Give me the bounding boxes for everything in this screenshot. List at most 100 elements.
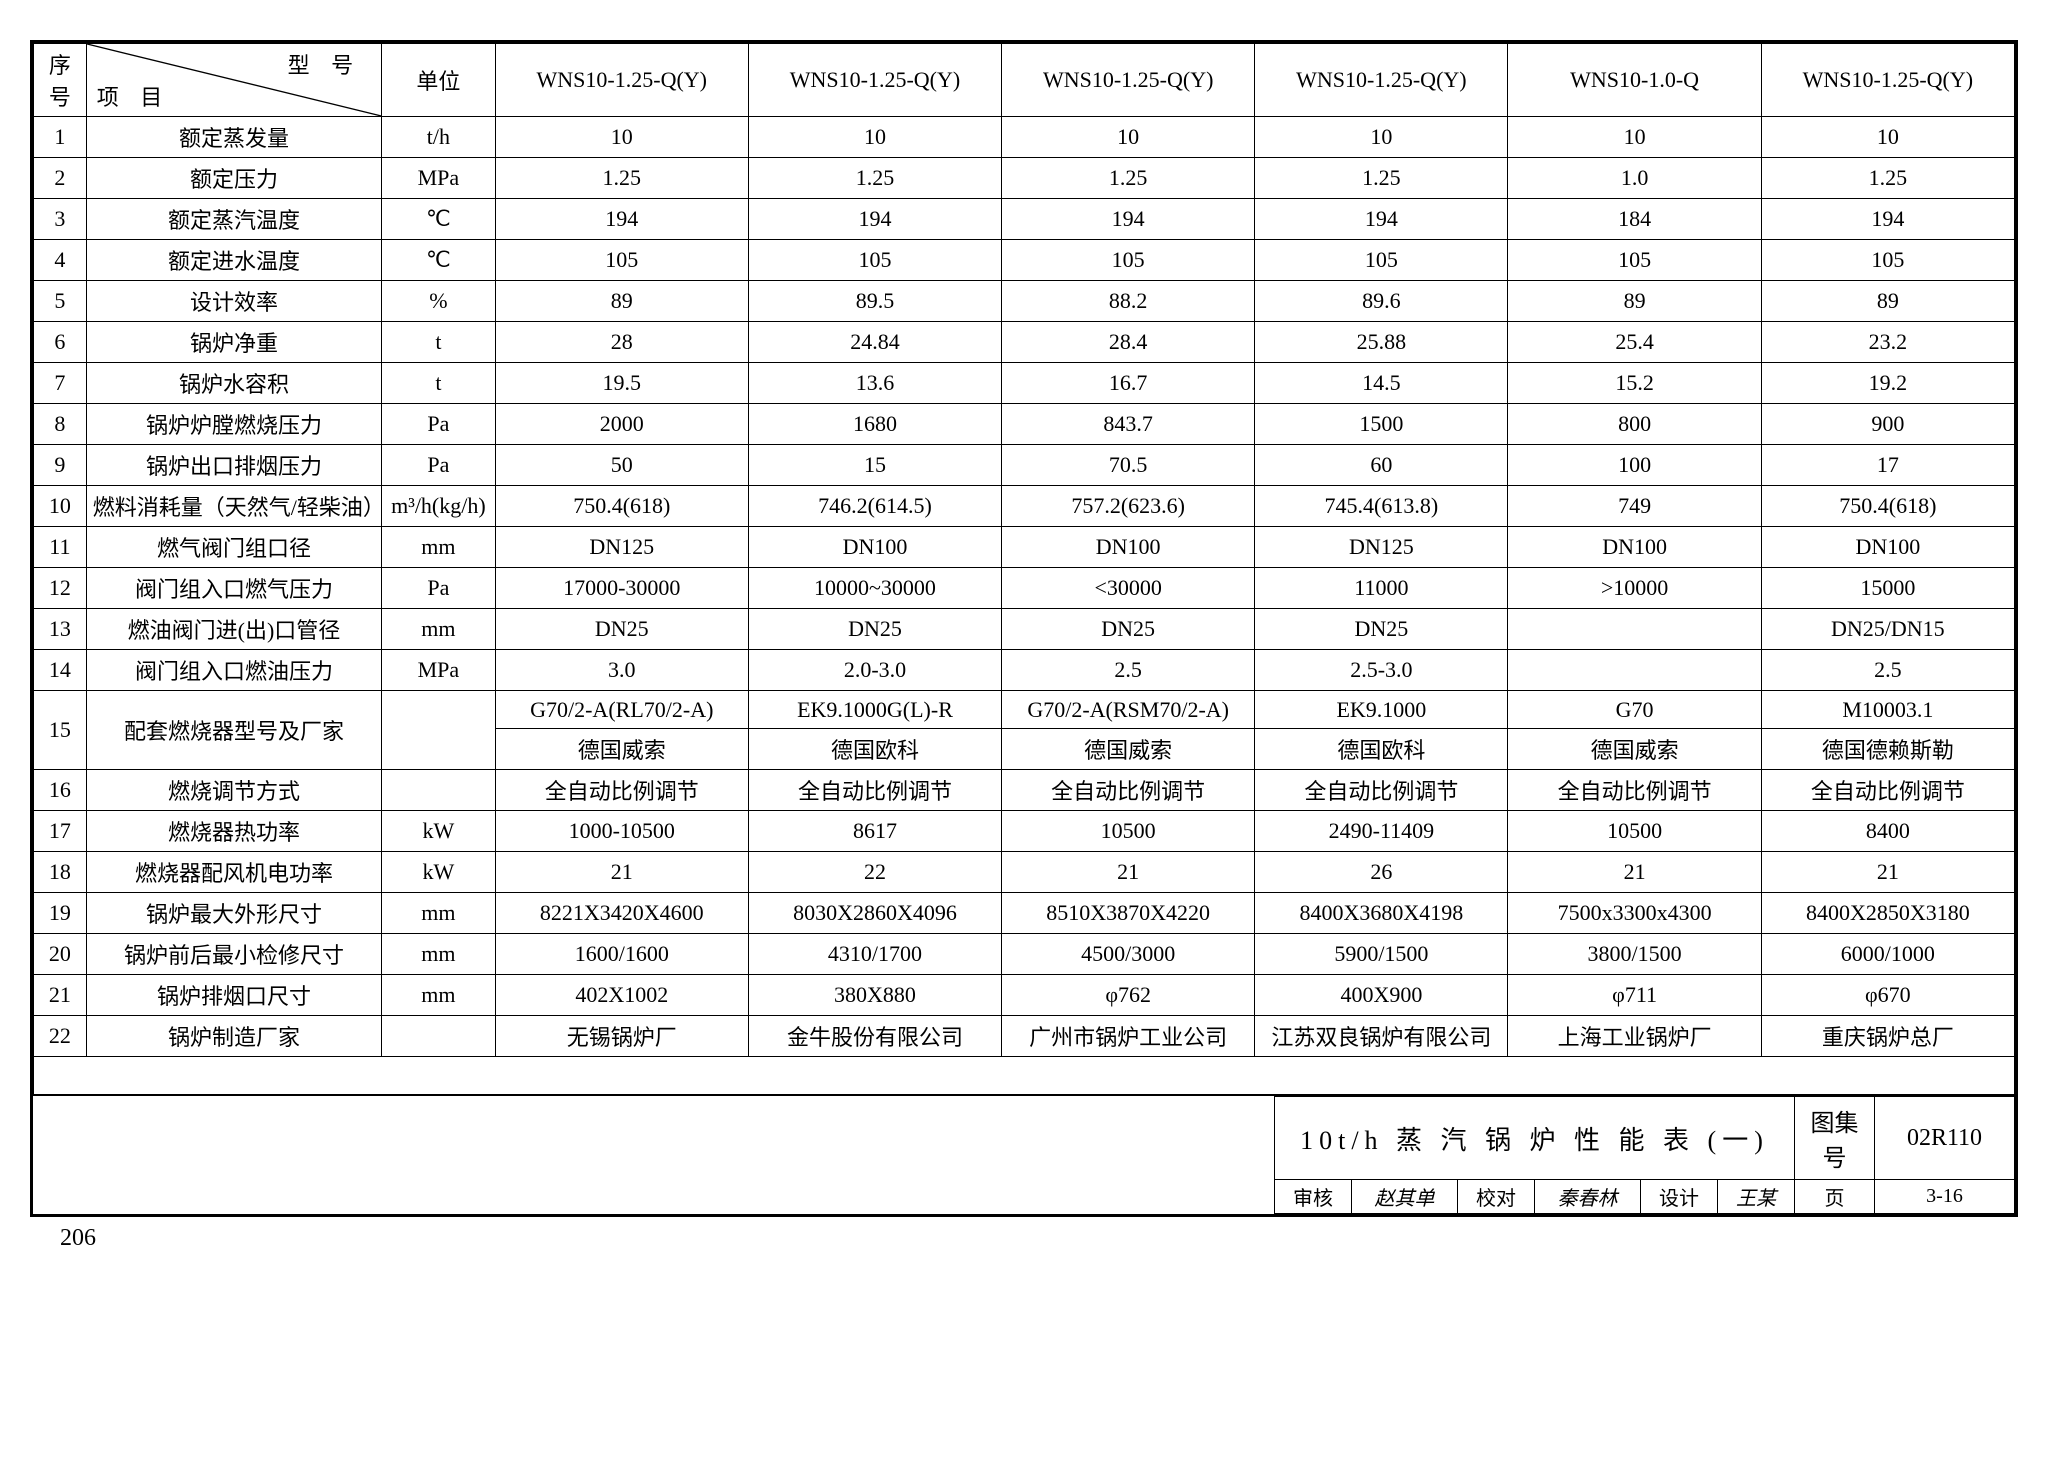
row-val-2: 16.7: [1002, 363, 1255, 404]
row-val-3: 2490-11409: [1255, 811, 1508, 852]
row-unit: kW: [382, 852, 496, 893]
row-val-5: DN100: [1761, 527, 2014, 568]
row-val-1: 全自动比例调节: [748, 770, 1001, 811]
table-row: 9锅炉出口排烟压力Pa501570.56010017: [34, 445, 2015, 486]
row-val-1: 89.5: [748, 281, 1001, 322]
row-val-3: 745.4(613.8): [1255, 486, 1508, 527]
row-val-1: 2.0-3.0: [748, 650, 1001, 691]
row-seq: 4: [34, 240, 87, 281]
row-val-3: 60: [1255, 445, 1508, 486]
table-row: 13燃油阀门进(出)口管径mmDN25DN25DN25DN25DN25/DN15: [34, 609, 2015, 650]
row-val-2: 88.2: [1002, 281, 1255, 322]
header-seq: 序号: [34, 44, 87, 117]
row-item: 阀门组入口燃气压力: [86, 568, 381, 609]
row-seq: 5: [34, 281, 87, 322]
header-diag: 型 号 项 目: [86, 44, 381, 117]
page-label: 页: [1795, 1180, 1875, 1214]
table-row: 20锅炉前后最小检修尺寸mm1600/16004310/17004500/300…: [34, 934, 2015, 975]
row-seq: 6: [34, 322, 87, 363]
table-row: 5设计效率%8989.588.289.68989: [34, 281, 2015, 322]
row-item: 额定蒸发量: [86, 117, 381, 158]
row-val-0: DN125: [495, 527, 748, 568]
row-seq: 8: [34, 404, 87, 445]
row-val-1: 24.84: [748, 322, 1001, 363]
page: 序号 型 号 项 目 单位 WNS10-1.25-Q(Y) WNS10-1.25…: [30, 40, 2018, 1252]
row-val-1: 德国欧科: [748, 729, 1001, 770]
row-val-5: 17: [1761, 445, 2014, 486]
row-item: 燃烧器配风机电功率: [86, 852, 381, 893]
title-block: 10t/h 蒸 汽 锅 炉 性 能 表 (一) 图集号 02R110 审核 赵其…: [30, 1095, 2018, 1217]
row-val-3: 1500: [1255, 404, 1508, 445]
row-val-4: 1.0: [1508, 158, 1761, 199]
row-unit: MPa: [382, 158, 496, 199]
header-model-5: WNS10-1.25-Q(Y): [1761, 44, 2014, 117]
row-val-5: 8400: [1761, 811, 2014, 852]
row-val-2: 8510X3870X4220: [1002, 893, 1255, 934]
spacer-cell: [34, 1057, 2015, 1095]
header-row: 序号 型 号 项 目 单位 WNS10-1.25-Q(Y) WNS10-1.25…: [34, 44, 2015, 117]
row-val-4: 89: [1508, 281, 1761, 322]
row-val-5: 6000/1000: [1761, 934, 2014, 975]
row-val-4: 21: [1508, 852, 1761, 893]
row-val-0: 10: [495, 117, 748, 158]
row-item: 燃气阀门组口径: [86, 527, 381, 568]
page-number: 206: [60, 1225, 2018, 1252]
row-item: 配套燃烧器型号及厂家: [86, 691, 381, 770]
header-model-3: WNS10-1.25-Q(Y): [1255, 44, 1508, 117]
row-val-1: 105: [748, 240, 1001, 281]
row-val-1: 15: [748, 445, 1001, 486]
row-item: 阀门组入口燃油压力: [86, 650, 381, 691]
table-row: 16燃烧调节方式全自动比例调节全自动比例调节全自动比例调节全自动比例调节全自动比…: [34, 770, 2015, 811]
row-val-0: 17000-30000: [495, 568, 748, 609]
table-row: 7锅炉水容积t19.513.616.714.515.219.2: [34, 363, 2015, 404]
row-val-2: 843.7: [1002, 404, 1255, 445]
header-model-0: WNS10-1.25-Q(Y): [495, 44, 748, 117]
row-seq: 12: [34, 568, 87, 609]
table-row: 10燃料消耗量（天然气/轻柴油）m³/h(kg/h)750.4(618)746.…: [34, 486, 2015, 527]
row-unit: Pa: [382, 445, 496, 486]
row-val-1: 10: [748, 117, 1001, 158]
row-val-1: 13.6: [748, 363, 1001, 404]
row-val-0: 8221X3420X4600: [495, 893, 748, 934]
row-val-3: 8400X3680X4198: [1255, 893, 1508, 934]
row-unit: kW: [382, 811, 496, 852]
row-val-4: 184: [1508, 199, 1761, 240]
setnum-label: 图集号: [1795, 1097, 1875, 1180]
table-row: 12阀门组入口燃气压力Pa17000-3000010000~30000<3000…: [34, 568, 2015, 609]
table-body: 1额定蒸发量t/h1010101010102额定压力MPa1.251.251.2…: [34, 117, 2015, 1095]
row-val-4: 7500x3300x4300: [1508, 893, 1761, 934]
design-label: 设计: [1641, 1180, 1718, 1214]
row-val-2: 757.2(623.6): [1002, 486, 1255, 527]
row-val-4: φ711: [1508, 975, 1761, 1016]
row-val-2: G70/2-A(RSM70/2-A): [1002, 691, 1255, 729]
row-val-1: 8030X2860X4096: [748, 893, 1001, 934]
row-val-4: G70: [1508, 691, 1761, 729]
row-val-5: 750.4(618): [1761, 486, 2014, 527]
setnum-value: 02R110: [1875, 1097, 2015, 1180]
row-seq: 22: [34, 1016, 87, 1057]
row-val-3: 26: [1255, 852, 1508, 893]
row-val-1: 4310/1700: [748, 934, 1001, 975]
row-unit: mm: [382, 934, 496, 975]
row-seq: 19: [34, 893, 87, 934]
row-val-3: DN25: [1255, 609, 1508, 650]
row-item: 设计效率: [86, 281, 381, 322]
row-val-4: 749: [1508, 486, 1761, 527]
table-row: 15配套燃烧器型号及厂家G70/2-A(RL70/2-A)EK9.1000G(L…: [34, 691, 2015, 729]
row-unit: MPa: [382, 650, 496, 691]
row-unit: mm: [382, 893, 496, 934]
row-val-3: 105: [1255, 240, 1508, 281]
row-val-1: DN100: [748, 527, 1001, 568]
design-name: 王某: [1717, 1180, 1794, 1214]
table-row: 19锅炉最大外形尺寸mm8221X3420X46008030X2860X4096…: [34, 893, 2015, 934]
row-unit: ℃: [382, 240, 496, 281]
row-val-4: 800: [1508, 404, 1761, 445]
row-val-3: DN125: [1255, 527, 1508, 568]
row-val-0: 105: [495, 240, 748, 281]
row-val-1: 746.2(614.5): [748, 486, 1001, 527]
row-val-1: 22: [748, 852, 1001, 893]
row-seq: 9: [34, 445, 87, 486]
row-unit: %: [382, 281, 496, 322]
row-seq: 16: [34, 770, 87, 811]
spacer-row: [34, 1057, 2015, 1095]
